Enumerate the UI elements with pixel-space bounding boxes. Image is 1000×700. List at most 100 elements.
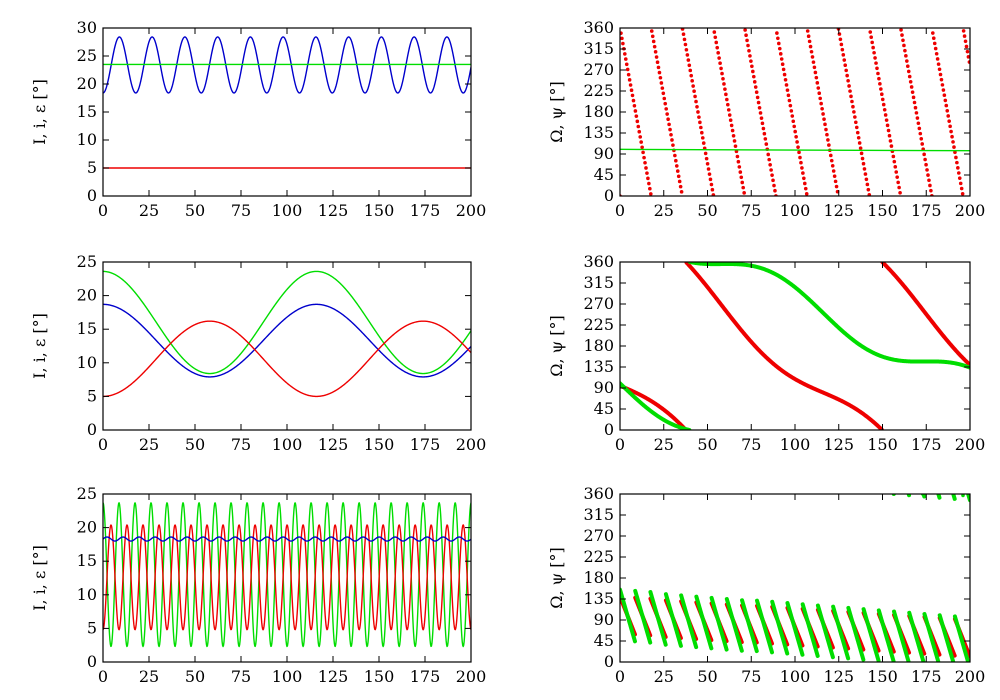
series-0-point [870,40,874,45]
series-0-point [936,62,941,66]
series-0-point [620,31,623,35]
series-0-point [755,95,760,100]
plot-area [103,502,471,648]
series-0-point [841,53,846,57]
series-0-point [886,128,891,133]
series-0-point [709,182,714,187]
series-0-point [957,171,961,175]
x-tick-label: 150 [867,201,898,220]
series-0-point [687,63,692,68]
series-0-point [946,114,951,118]
series-0-point [923,157,927,162]
series-0-point [762,131,767,136]
y-axis-label: I, i, ε [°] [30,313,49,379]
x-tick-label: 150 [867,435,898,454]
series-1-line [876,608,896,662]
series-0-point [730,128,735,133]
x-tick-label: 175 [410,667,441,686]
series-0-point [704,156,709,161]
series-0-point [942,93,947,98]
x-tick-label: 150 [364,435,395,454]
series-0-point [818,96,822,101]
series-0-point [885,123,890,128]
series-0-point [670,138,674,142]
series-0-point [682,37,687,42]
series-0-point [918,131,923,136]
series-0-point [769,168,773,172]
series-0-point [850,99,854,104]
series-0-point [935,57,940,61]
series-0-point [645,171,649,175]
x-tick-label: 75 [231,201,251,220]
series-0-point [784,83,789,87]
series-0-line [103,270,471,375]
series-0-point [934,51,939,56]
x-tick-label: 125 [823,667,854,686]
series-0-point [826,138,830,142]
series-0-point [922,152,926,157]
series-0-point [868,30,873,34]
series-0-line [684,262,884,430]
series-0-point [649,192,653,196]
series-0-point [712,30,717,34]
y-tick-label: 225 [583,547,614,566]
series-0-point [711,193,716,196]
series-0-point [777,41,781,46]
series-1-line [663,592,683,648]
series-0-point [805,29,810,33]
series-0-point [962,34,967,38]
series-0-point [833,179,838,184]
series-1-line [633,588,653,645]
series-0-point [782,72,787,77]
series-0-point [897,185,901,190]
series-0-point [891,154,896,159]
series-0-point [660,86,665,90]
y-tick-label: 90 [594,610,614,629]
series-0-point [773,188,777,193]
x-tick-label: 200 [955,667,986,686]
series-1-line [815,603,835,660]
series-0-point [840,47,845,52]
series-0-point [828,153,833,158]
series-0-point [772,183,776,188]
series-1-line [694,594,714,651]
series-0-point [803,181,807,186]
series-0-point [655,60,660,65]
x-tick-label: 0 [98,201,108,220]
series-0-point [916,121,921,126]
x-tick-label: 200 [456,667,487,686]
series-0-point [831,169,836,173]
series-0-point [701,141,706,145]
series-0-point [920,142,925,146]
series-0-point [625,67,630,72]
y-tick-label: 25 [77,252,97,271]
series-0-point [802,176,806,181]
series-0-point [899,28,903,32]
y-tick-label: 0 [87,186,97,205]
series-0-point [827,143,831,147]
series-0-point [848,89,852,93]
x-tick-label: 50 [185,201,205,220]
series-0-point [726,108,731,112]
y-tick-label: 10 [77,353,97,372]
series-1-line [620,148,970,152]
series-0-point [859,151,864,156]
y-tick-label: 30 [77,18,97,37]
series-0-point [678,184,683,189]
series-0-point [768,163,772,167]
series-0-point [644,166,648,170]
series-0-point [952,145,956,149]
x-tick-label: 200 [456,201,487,220]
series-0-point [671,143,675,147]
series-1-line [922,612,941,662]
series-0-point [791,119,796,124]
series-0-point [843,63,848,68]
series-0-point [852,110,856,114]
series-0-point [941,88,946,92]
y-tick-label: 360 [583,484,614,503]
series-0-point [686,58,691,62]
series-0-point [959,186,964,191]
panel-0-inclination-top-left: 0 25 50 75 100 125 150 175 200 0 5 10 15 20 25 30 I, i, … [30,18,486,220]
series-0-point [926,173,930,177]
series-0-point [776,36,780,41]
